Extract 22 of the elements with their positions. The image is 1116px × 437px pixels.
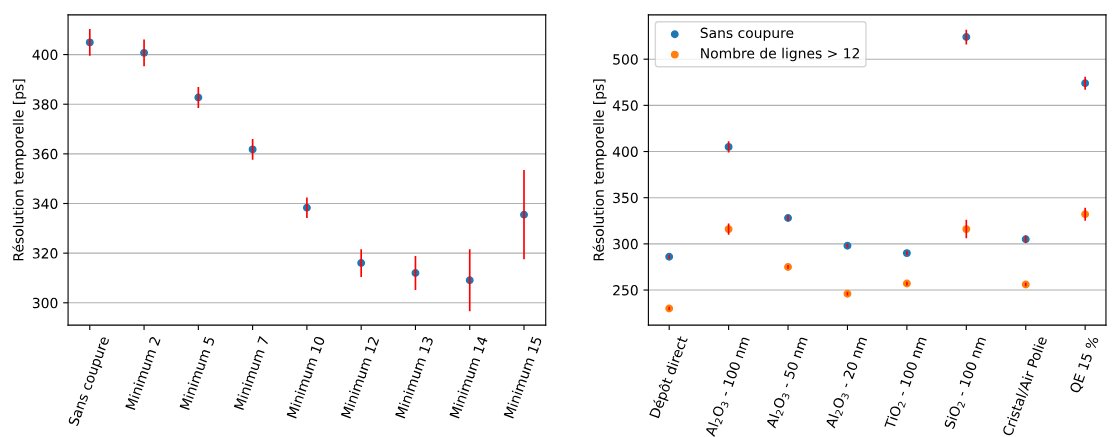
y-axis-title: Résolution temporelle [ps]: [12, 79, 27, 261]
y-tick-label: 450: [612, 100, 638, 111]
y-tick-label: 300: [32, 297, 58, 309]
y-tick-label: 360: [32, 148, 58, 160]
x-tick-label: SiO$_{2}$ - 100 nm: [943, 336, 989, 430]
legend-label: Nombre de lignes > 12: [701, 47, 860, 62]
y-tick-label: 380: [32, 99, 58, 110]
y-tick-label: 250: [613, 285, 638, 296]
y-tick-label: 300: [613, 238, 638, 250]
y-tick-label: 400: [612, 146, 638, 157]
x-tick-label: QE 15 %: [1069, 335, 1101, 395]
x-tick-label: Al$_{2}$O$_{3}$ - 50 nm: [765, 335, 810, 430]
x-tick-label: Al$_{2}$O$_{3}$ - 100 nm: [704, 336, 752, 437]
y-tick-label: 500: [613, 54, 638, 65]
y-tick-label: 340: [32, 198, 58, 209]
y-tick-label: 320: [32, 248, 58, 259]
y-tick-label: 400: [32, 49, 58, 61]
x-tick-label: Al$_{2}$O$_{3}$ - 20 nm: [824, 335, 870, 430]
legend-label: Sans coupure: [700, 27, 794, 41]
y-tick-label: 350: [613, 192, 638, 204]
x-tick-label: TiO$_{2}$ - 100 nm: [883, 335, 929, 431]
y-axis-title: Résolution temporelle [ps]: [592, 79, 607, 261]
